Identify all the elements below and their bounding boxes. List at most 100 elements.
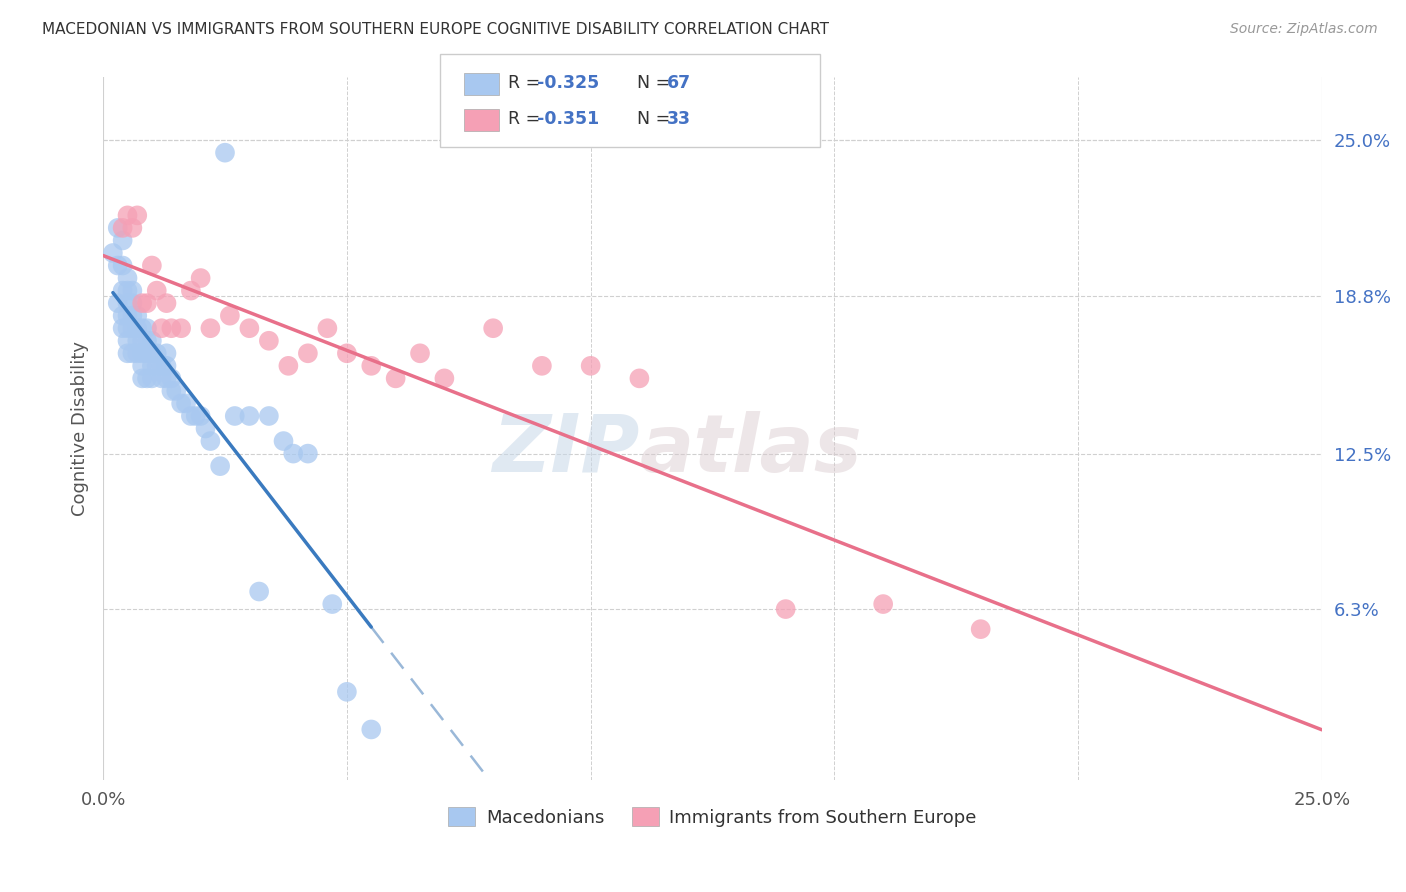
Text: 67: 67 [666, 74, 690, 92]
Point [111, 321, 134, 335]
Point [117, 346, 139, 360]
Point [360, 359, 382, 373]
Point [117, 309, 139, 323]
Point [121, 296, 143, 310]
Point [165, 384, 187, 398]
Text: MACEDONIAN VS IMMIGRANTS FROM SOUTHERN EUROPE COGNITIVE DISABILITY CORRELATION C: MACEDONIAN VS IMMIGRANTS FROM SOUTHERN E… [42, 22, 830, 37]
Point [121, 220, 143, 235]
Point [321, 597, 343, 611]
Point [131, 359, 153, 373]
Point [433, 371, 456, 385]
Point [273, 434, 295, 448]
Point [117, 271, 139, 285]
Point [150, 359, 173, 373]
Text: atlas: atlas [640, 410, 862, 489]
Point [141, 346, 163, 360]
Point [150, 321, 173, 335]
Point [200, 321, 222, 335]
Point [117, 208, 139, 222]
Point [219, 309, 242, 323]
Point [107, 296, 129, 310]
Point [127, 346, 149, 360]
Point [257, 409, 280, 423]
Text: R =: R = [508, 110, 546, 128]
Point [155, 296, 177, 310]
Point [277, 359, 299, 373]
Point [160, 321, 183, 335]
Point [121, 284, 143, 298]
Point [121, 309, 143, 323]
Point [297, 447, 319, 461]
Point [200, 434, 222, 448]
Point [111, 259, 134, 273]
Point [131, 371, 153, 385]
Point [384, 371, 406, 385]
Point [336, 346, 359, 360]
Point [121, 321, 143, 335]
Point [628, 371, 651, 385]
Point [127, 208, 149, 222]
Point [238, 321, 260, 335]
Point [238, 409, 260, 423]
Point [136, 346, 159, 360]
Point [117, 334, 139, 348]
Point [184, 409, 207, 423]
Point [247, 584, 270, 599]
Legend: Macedonians, Immigrants from Southern Europe: Macedonians, Immigrants from Southern Eu… [441, 800, 984, 834]
Point [127, 334, 149, 348]
Point [111, 284, 134, 298]
Point [136, 334, 159, 348]
Point [141, 359, 163, 373]
Point [160, 384, 183, 398]
Point [180, 409, 202, 423]
Point [316, 321, 339, 335]
Point [174, 396, 197, 410]
Point [121, 346, 143, 360]
Point [111, 234, 134, 248]
Y-axis label: Cognitive Disability: Cognitive Disability [72, 341, 89, 516]
Point [360, 723, 382, 737]
Point [136, 296, 159, 310]
Point [336, 685, 359, 699]
Text: N =: N = [637, 110, 676, 128]
Point [180, 284, 202, 298]
Point [190, 271, 212, 285]
Text: ZIP: ZIP [492, 410, 640, 489]
Point [141, 259, 163, 273]
Point [117, 321, 139, 335]
Point [145, 346, 167, 360]
Point [131, 346, 153, 360]
Point [117, 284, 139, 298]
Point [160, 371, 183, 385]
Point [170, 321, 193, 335]
Text: -0.325: -0.325 [537, 74, 599, 92]
Point [190, 409, 212, 423]
Point [775, 602, 797, 616]
Point [155, 359, 177, 373]
Text: R =: R = [508, 74, 546, 92]
Point [107, 220, 129, 235]
Point [145, 359, 167, 373]
Point [111, 309, 134, 323]
Point [872, 597, 894, 611]
Point [969, 622, 991, 636]
Point [482, 321, 505, 335]
Point [131, 334, 153, 348]
Point [579, 359, 602, 373]
Point [194, 421, 217, 435]
Point [150, 371, 173, 385]
Point [136, 371, 159, 385]
Point [145, 284, 167, 298]
Point [155, 371, 177, 385]
Text: 33: 33 [666, 110, 690, 128]
Point [107, 259, 129, 273]
Point [111, 220, 134, 235]
Point [297, 346, 319, 360]
Text: N =: N = [637, 74, 676, 92]
Point [257, 334, 280, 348]
Point [224, 409, 246, 423]
Point [117, 296, 139, 310]
Point [127, 309, 149, 323]
Point [409, 346, 432, 360]
Point [170, 396, 193, 410]
